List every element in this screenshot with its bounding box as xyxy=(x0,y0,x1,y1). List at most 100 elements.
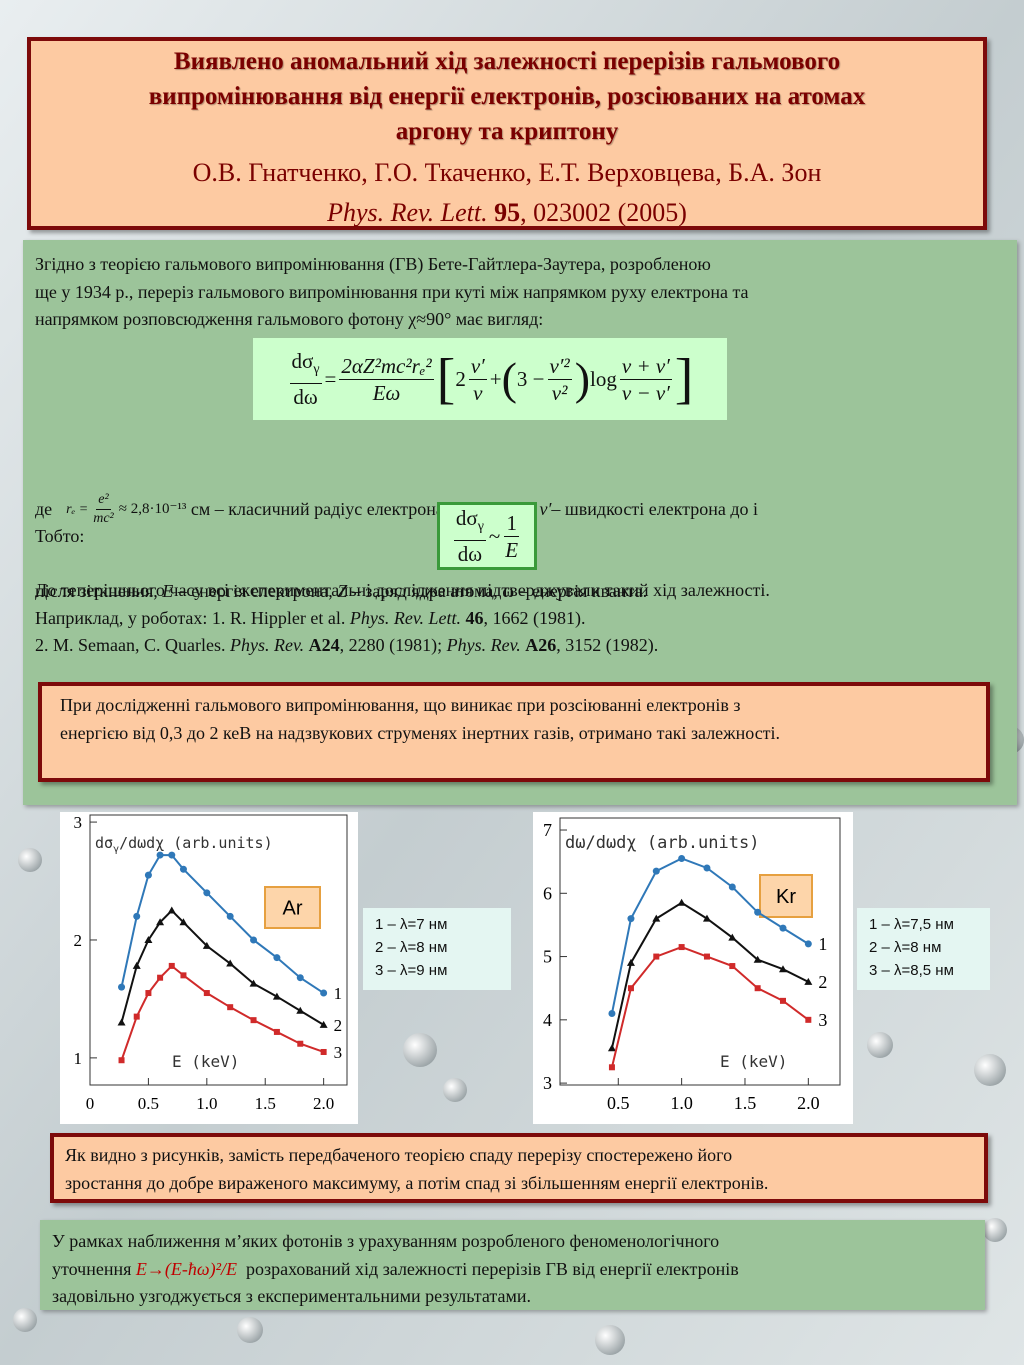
point xyxy=(702,914,711,922)
f: ~ xyxy=(488,523,501,548)
fraction: 2αZ²mc²rₑ² Eω xyxy=(339,353,434,406)
point xyxy=(273,954,281,962)
point xyxy=(117,1018,126,1026)
x-tick-label: 2.0 xyxy=(797,1093,820,1113)
x-tick-label: 1.5 xyxy=(255,1094,276,1113)
point xyxy=(297,1040,304,1047)
point xyxy=(249,979,258,987)
highlight: При дослідженні гальмового випромінюванн… xyxy=(60,692,780,747)
charts: 0 0.5 1.0 1.5 2.0 1 2 3 dσγ/dωdχ (arb.units) E (k… xyxy=(74,813,841,1113)
label-part: /dωdχ (arb.units) xyxy=(119,834,273,852)
f: 3 − xyxy=(516,366,545,391)
text: При дослідженні гальмового випромінюванн… xyxy=(60,695,741,715)
f: Eω xyxy=(372,380,401,405)
text: Phys. Rev. Lett. xyxy=(349,607,461,628)
text: v′ xyxy=(539,498,552,519)
text: E→(E-ħω)²/E xyxy=(135,1258,237,1279)
legend-entry: 1 – λ=7,5 нм xyxy=(869,916,954,933)
text: після зіткнення, E – енергія електрона, … xyxy=(35,578,758,605)
point xyxy=(804,977,813,985)
point xyxy=(168,851,176,859)
text: 2. M. Semaan, C. Quarles. xyxy=(35,635,230,655)
badge-box xyxy=(264,886,321,929)
journal: Phys. Rev. Lett. 95, 023002 (2005) xyxy=(31,193,983,233)
point xyxy=(202,941,211,949)
series-label: 1 xyxy=(334,984,343,1003)
point xyxy=(133,1013,140,1020)
y-tick-label: 3 xyxy=(543,1073,552,1093)
history: До теперішнього часу всі експериментальн… xyxy=(35,577,770,660)
point xyxy=(167,906,176,914)
point xyxy=(753,955,762,963)
y-tick-label: 7 xyxy=(543,820,552,840)
plot-frame xyxy=(89,814,348,1086)
text: , 023002 (2005) xyxy=(520,198,687,227)
point xyxy=(133,912,141,920)
x-axis-label: E (keV) xyxy=(720,1052,787,1071)
f: ( xyxy=(501,353,517,404)
title-line: аргону та криптону xyxy=(395,118,619,145)
point xyxy=(145,990,152,997)
line: напрямком розповсюдження гальмового фото… xyxy=(35,306,749,334)
line: ще у 1934 р., переріз гальмового випромі… xyxy=(35,279,749,307)
y-tick-label: 3 xyxy=(74,813,83,832)
series-label: 1 xyxy=(818,934,827,954)
y-tick-label: 2 xyxy=(74,931,83,950)
line: До теперішнього часу всі експериментальн… xyxy=(35,577,770,605)
definition: де rₑ = e² mc² ≈ 2,8·10⁻¹³ см – класичний ра… xyxy=(35,430,758,632)
f: γ xyxy=(313,362,320,378)
point xyxy=(778,965,787,973)
f: dσ xyxy=(291,348,314,373)
point xyxy=(729,963,736,970)
line: задовільно узгоджується з експерименталь… xyxy=(52,1283,739,1311)
text: Phys. Rev. xyxy=(446,635,521,655)
text: ще у 1934 р., переріз гальмового випромі… xyxy=(35,281,749,302)
point xyxy=(779,924,787,932)
f: v′² xyxy=(547,353,572,380)
title-line: Виявлено аномальний хід залежності перер… xyxy=(173,48,841,75)
badge: Ar xyxy=(283,898,303,920)
line: Наприклад, у роботах: 1. R. Hippler et a… xyxy=(35,605,770,633)
series-label: 3 xyxy=(334,1043,343,1062)
point xyxy=(203,990,210,997)
point xyxy=(728,883,736,891)
text: , 1662 (1981). xyxy=(483,607,586,628)
text: зростання до добре вираженого максимуму,… xyxy=(65,1172,769,1193)
line: уточнення E→(E-ħω)²/E розрахований хід з… xyxy=(52,1256,739,1284)
x-tick-label: 0.5 xyxy=(138,1094,159,1113)
point xyxy=(250,1017,257,1024)
x-tick-label: 2.0 xyxy=(313,1094,334,1113)
series-label: 2 xyxy=(818,972,827,992)
fraction: v′² v² xyxy=(547,353,572,406)
f: 2αZ²mc²rₑ² xyxy=(339,353,434,380)
point xyxy=(754,908,762,916)
point xyxy=(754,985,761,992)
text: A26 xyxy=(525,635,557,655)
text: A24 xyxy=(308,635,340,655)
text: 46 xyxy=(465,607,484,628)
f: + xyxy=(489,366,502,391)
plot-frame xyxy=(559,817,841,1086)
f: v xyxy=(473,380,483,405)
point xyxy=(627,915,635,923)
text: – швидкості електрона до і xyxy=(551,498,759,519)
legend: 1 – λ=7,5 нм 2 – λ=8 нм 3 – λ=8,5 нм xyxy=(857,908,990,990)
text: E xyxy=(162,581,174,601)
f: ≈ 2,8·10⁻¹³ xyxy=(118,500,187,517)
x-tick-label: 0.5 xyxy=(607,1093,630,1113)
point xyxy=(319,1020,328,1028)
point xyxy=(626,958,635,966)
point xyxy=(703,953,710,960)
f: v′ xyxy=(468,353,487,380)
line: При дослідженні гальмового випромінюванн… xyxy=(60,692,780,720)
y-tick-label: 5 xyxy=(543,947,552,967)
y-tick-label: 1 xyxy=(74,1049,83,1068)
chart-panel xyxy=(533,812,853,1124)
f: E xyxy=(505,537,519,562)
conclusion: Як видно з рисунків, замість передбачено… xyxy=(65,1142,768,1197)
point xyxy=(118,1057,125,1064)
point xyxy=(227,1004,234,1011)
